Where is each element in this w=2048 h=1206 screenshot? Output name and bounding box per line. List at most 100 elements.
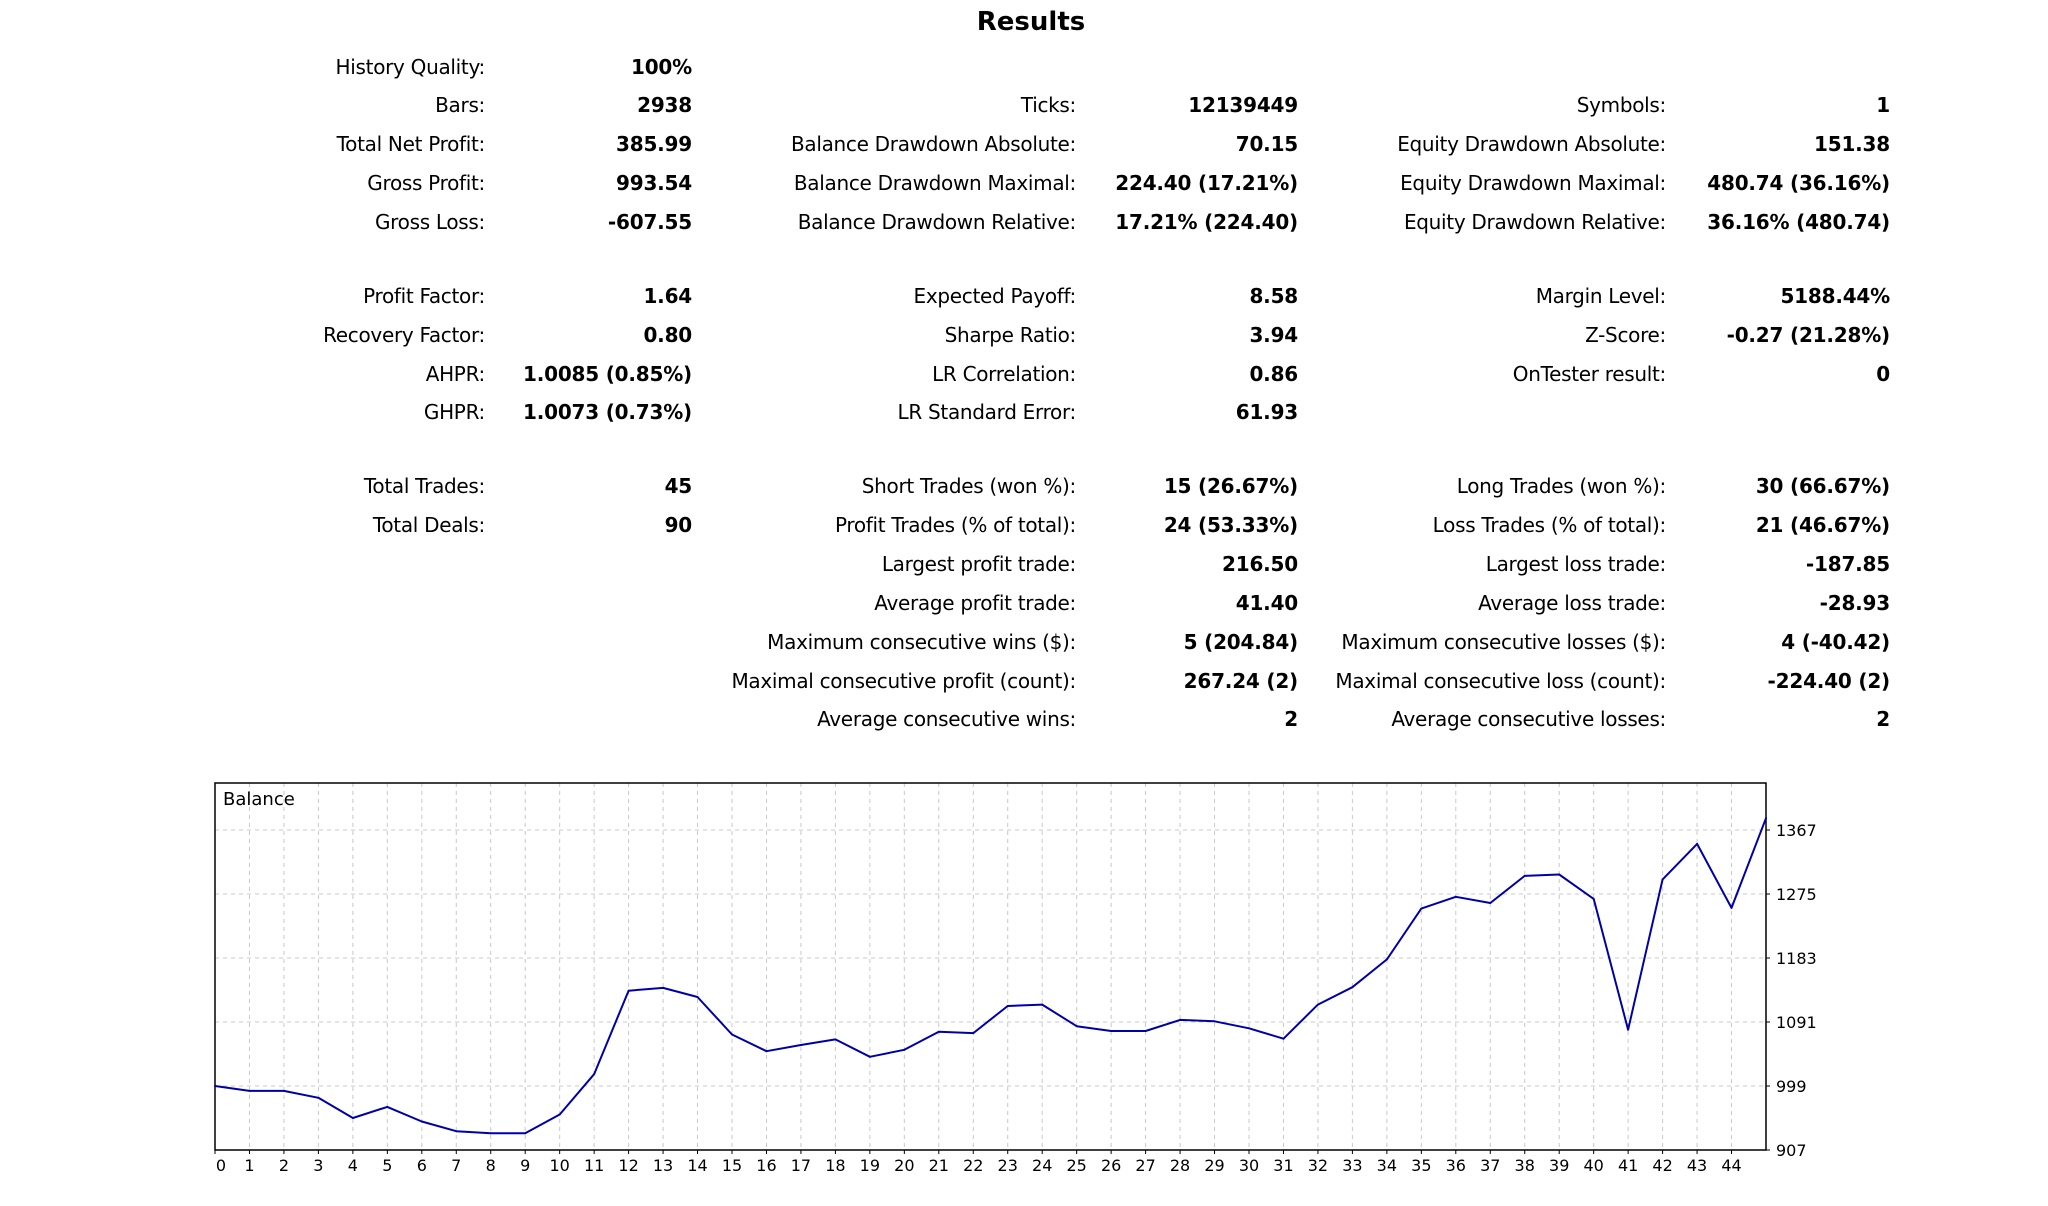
stat-label: Gross Profit: — [367, 171, 485, 195]
stat-label: Expected Payoff: — [913, 284, 1077, 308]
stat-row: Symbols: 1 — [0, 90, 2048, 120]
stat-row: Expected Payoff: 8.58 — [0, 281, 2048, 311]
balance-point — [972, 1032, 975, 1035]
chart-grid — [215, 783, 1766, 1150]
balance-point — [1454, 895, 1457, 898]
x-tick-label: 32 — [1308, 1156, 1328, 1175]
stat-label: OnTester result: — [1512, 362, 1667, 386]
balance-point — [1110, 1030, 1113, 1033]
stat-row: LR Standard Error: 61.93 — [0, 397, 2048, 427]
x-tick-label: 25 — [1066, 1156, 1086, 1175]
stat-value: 993.54 — [616, 171, 692, 195]
stat-label: GHPR: — [423, 400, 485, 424]
stat-value: 24 (53.33%) — [1163, 513, 1298, 537]
stat-row: Z-Score: -0.27 (21.28%) — [0, 320, 2048, 350]
balance-point — [1558, 873, 1561, 876]
stat-value: 2 — [1876, 707, 1890, 731]
stat-label: Sharpe Ratio: — [944, 323, 1077, 347]
x-tick-label: 4 — [348, 1156, 358, 1175]
balance-point — [1351, 986, 1354, 989]
stat-row: AHPR: 1.0085 (0.85%) — [0, 359, 2048, 389]
x-tick-label: 22 — [963, 1156, 983, 1175]
stat-label: Equity Drawdown Maximal: — [1400, 171, 1666, 195]
stat-label: Gross Loss: — [374, 210, 485, 234]
stat-value: 5188.44% — [1780, 284, 1890, 308]
x-tick-label: 37 — [1480, 1156, 1500, 1175]
x-tick-label: 11 — [584, 1156, 604, 1175]
stat-value: 1.64 — [643, 284, 692, 308]
balance-point — [1006, 1005, 1009, 1007]
stat-value: 61.93 — [1235, 400, 1298, 424]
balance-point — [420, 1120, 423, 1123]
stat-row: Equity Drawdown Absolute: 151.38 — [0, 129, 2048, 159]
stat-value: 45 — [664, 474, 693, 498]
stat-value: 100% — [631, 55, 692, 79]
stat-row: Balance Drawdown Maximal: 224.40 (17.21%) — [0, 168, 2048, 198]
stat-row: Average consecutive wins: 2 — [0, 704, 2048, 734]
stat-label: History Quality: — [335, 55, 486, 79]
stat-value: 2 — [1284, 707, 1298, 731]
stat-label: Largest profit trade: — [881, 552, 1076, 576]
stat-value: 41.40 — [1235, 591, 1298, 615]
x-tick-label: 27 — [1135, 1156, 1155, 1175]
stat-value: 1.0073 (0.73%) — [522, 400, 692, 424]
stat-value: 267.24 (2) — [1183, 669, 1299, 693]
x-tick-label: 23 — [998, 1156, 1018, 1175]
stat-row: Margin Level: 5188.44% — [0, 281, 2048, 311]
x-tick-label: 6 — [417, 1156, 427, 1175]
stat-label: Balance Drawdown Relative: — [797, 210, 1077, 234]
balance-point — [627, 989, 630, 992]
balance-point — [524, 1132, 527, 1135]
x-tick-label: 43 — [1687, 1156, 1707, 1175]
chart-plot-border — [214, 782, 1767, 1151]
stat-label: Maximal consecutive profit (count): — [731, 669, 1076, 693]
stat-label: Profit Trades (% of total): — [834, 513, 1076, 537]
stat-value: 17.21% (224.40) — [1115, 210, 1298, 234]
x-tick-label: 35 — [1411, 1156, 1431, 1175]
balance-point — [1248, 1027, 1250, 1030]
x-tick-label: 31 — [1273, 1156, 1293, 1175]
stat-value: 8.58 — [1249, 284, 1298, 308]
stat-value: 2938 — [637, 93, 692, 117]
x-tick-label: 3 — [313, 1156, 323, 1175]
stat-label: Total Deals: — [372, 513, 485, 537]
stat-row: Largest profit trade: 216.50 — [0, 549, 2048, 579]
stat-row: Ticks: 12139449 — [0, 90, 2048, 120]
stat-label: Equity Drawdown Relative: — [1403, 210, 1666, 234]
balance-point — [696, 995, 699, 998]
y-tick-label: 999 — [1776, 1077, 1807, 1096]
stat-row: Total Deals: 90 — [0, 510, 2048, 540]
x-tick-label: 14 — [687, 1156, 707, 1175]
stat-label: Z-Score: — [1585, 323, 1666, 347]
stat-row: Balance Drawdown Absolute: 70.15 — [0, 129, 2048, 159]
x-tick-label: 19 — [860, 1156, 880, 1175]
x-tick-label: 16 — [756, 1156, 776, 1175]
stat-label: Bars: — [435, 93, 485, 117]
stat-label: Profit Factor: — [363, 284, 485, 308]
stat-value: -187.85 — [1805, 552, 1890, 576]
stat-row: Recovery Factor: 0.80 — [0, 320, 2048, 350]
stat-label: Maximum consecutive losses ($): — [1341, 630, 1666, 654]
results-title: Results — [976, 7, 1086, 37]
stat-label: Average consecutive losses: — [1391, 707, 1666, 731]
stat-value: 5 (204.84) — [1183, 630, 1299, 654]
stat-row: Total Trades: 45 — [0, 471, 2048, 501]
stat-row: Maximal consecutive loss (count): -224.40… — [0, 666, 2048, 696]
balance-point — [1696, 842, 1699, 845]
stat-value: 70.15 — [1235, 132, 1298, 156]
stat-value: 480.74 (36.16%) — [1707, 171, 1890, 195]
stat-label: Balance Drawdown Absolute: — [790, 132, 1076, 156]
stat-row: Equity Drawdown Maximal: 480.74 (36.16%) — [0, 168, 2048, 198]
stat-row: GHPR: 1.0073 (0.73%) — [0, 397, 2048, 427]
balance-point — [1765, 817, 1767, 820]
balance-point — [351, 1117, 354, 1119]
x-tick-label: 41 — [1618, 1156, 1638, 1175]
y-tick-label: 907 — [1776, 1141, 1807, 1160]
y-tick-label: 1275 — [1776, 885, 1817, 904]
balance-point — [903, 1048, 906, 1051]
stat-value: 0.80 — [643, 323, 692, 347]
stat-label: Symbols: — [1576, 93, 1667, 117]
stat-row: Gross Loss: -607.55 — [0, 207, 2048, 237]
